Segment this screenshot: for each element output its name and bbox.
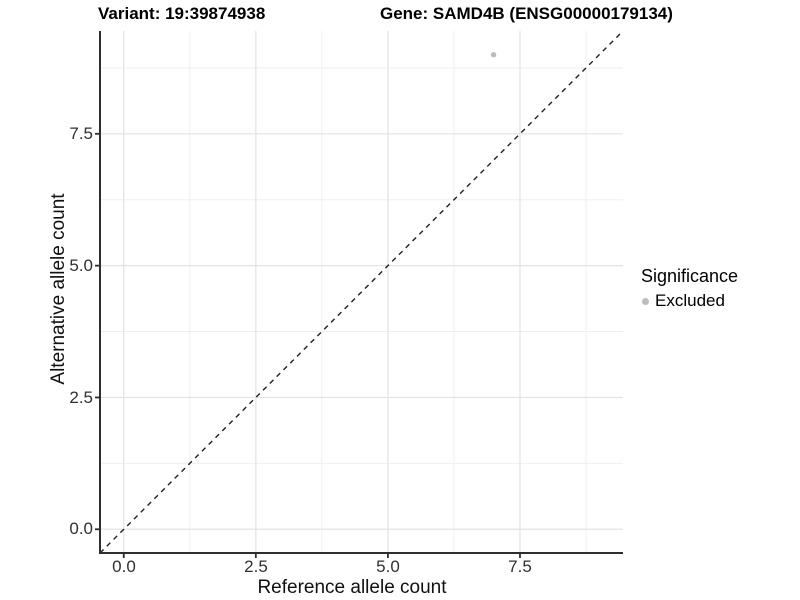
plot-title-gene: Gene: SAMD4B (ENSG00000179134) [380, 4, 673, 23]
y-tick-label: 0.0 [69, 519, 93, 538]
legend-item-excluded: Excluded [641, 291, 738, 311]
legend-title: Significance [641, 266, 739, 286]
identity-dashed-line [99, 30, 624, 554]
plot-title-variant: Variant: 19:39874938 [98, 4, 266, 23]
x-tick-label: 5.0 [376, 557, 400, 576]
plot-panel [95, 30, 624, 558]
y-tick-label: 7.5 [69, 124, 93, 143]
data-point [490, 52, 497, 58]
x-tick-label: 7.5 [508, 557, 532, 576]
x-tick-label: 2.5 [244, 557, 268, 576]
x-axis-title: Reference allele count [257, 577, 447, 598]
x-tick-label: 0.0 [112, 557, 136, 576]
legend: Significance Excluded [641, 266, 738, 311]
legend-item-label: Excluded [655, 291, 725, 310]
y-tick-label: 2.5 [69, 388, 93, 407]
y-tick-label: 5.0 [69, 256, 93, 275]
legend-point-icon [642, 297, 649, 305]
